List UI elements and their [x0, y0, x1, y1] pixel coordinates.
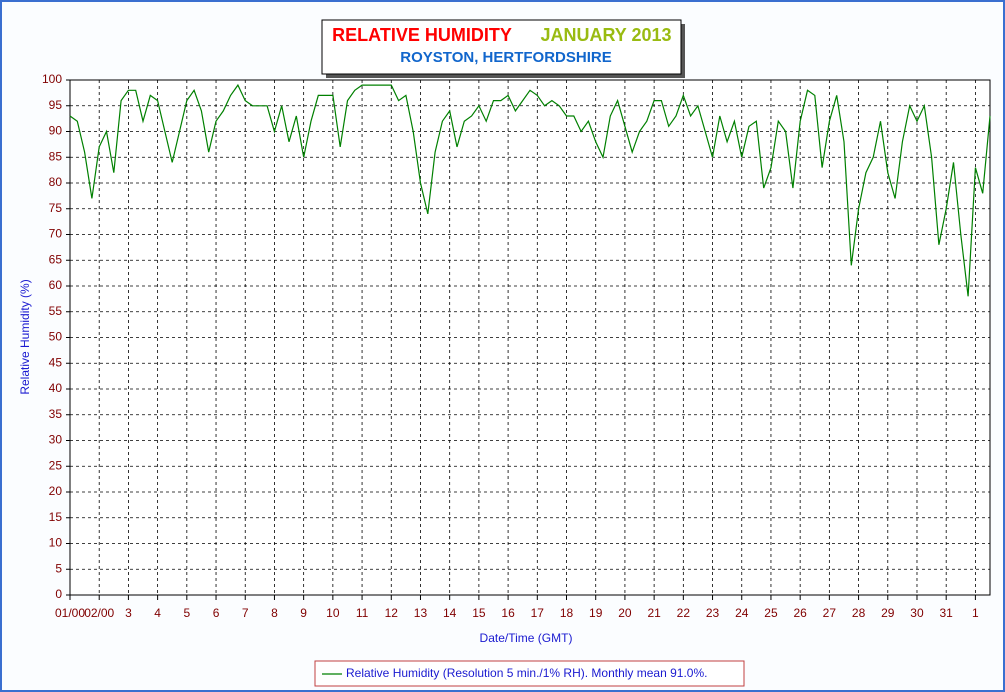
x-tick-label: 5	[183, 606, 190, 620]
chart-title-period: JANUARY 2013	[540, 25, 671, 45]
y-tick-label: 60	[49, 278, 63, 292]
y-tick-label: 15	[49, 510, 63, 524]
title-box	[321, 19, 682, 75]
humidity-line	[69, 83, 991, 297]
legend-box	[314, 660, 745, 687]
y-tick-label: 40	[49, 381, 63, 395]
y-tick-label: 65	[49, 252, 63, 266]
x-tick-label: 02/00	[84, 606, 114, 620]
x-tick-label: 31	[940, 606, 954, 620]
y-tick-label: 80	[49, 175, 63, 189]
y-tick-label: 10	[49, 536, 63, 550]
chart-subtitle: ROYSTON, HERTFORDSHIRE	[400, 49, 611, 66]
x-tick-label: 1	[972, 606, 979, 620]
x-tick-label: 12	[385, 606, 399, 620]
y-tick-label: 85	[49, 149, 63, 163]
x-tick-label: 4	[154, 606, 161, 620]
x-tick-label: 20	[618, 606, 632, 620]
y-tick-label: 5	[55, 561, 62, 575]
x-tick-label: 30	[910, 606, 924, 620]
x-tick-label: 22	[677, 606, 691, 620]
x-tick-label: 24	[735, 606, 749, 620]
y-tick-label: 90	[49, 124, 63, 138]
x-tick-label: 01/00	[55, 606, 85, 620]
plot-area	[69, 79, 991, 596]
x-tick-label: 8	[271, 606, 278, 620]
x-axis-label: Date/Time (GMT)	[480, 631, 573, 645]
x-tick-label: 9	[300, 606, 307, 620]
x-tick-label: 23	[706, 606, 720, 620]
x-tick-label: 13	[414, 606, 428, 620]
y-tick-label: 30	[49, 433, 63, 447]
y-tick-label: 35	[49, 407, 63, 421]
x-tick-label: 29	[881, 606, 895, 620]
x-tick-label: 25	[764, 606, 778, 620]
x-tick-label: 17	[531, 606, 545, 620]
x-tick-label: 7	[242, 606, 249, 620]
y-tick-label: 75	[49, 201, 63, 215]
y-tick-label: 0	[55, 587, 62, 601]
x-tick-label: 10	[326, 606, 340, 620]
x-tick-label: 15	[472, 606, 486, 620]
x-tick-label: 27	[823, 606, 837, 620]
y-tick-label: 70	[49, 227, 63, 241]
chart-title: RELATIVE HUMIDITY	[332, 25, 512, 45]
y-tick-label: 50	[49, 330, 63, 344]
x-tick-label: 16	[501, 606, 515, 620]
x-tick-label: 14	[443, 606, 457, 620]
x-tick-label: 19	[589, 606, 603, 620]
y-axis-label: Relative Humidity (%)	[18, 279, 32, 394]
x-tick-label: 21	[647, 606, 661, 620]
y-tick-label: 45	[49, 355, 63, 369]
y-tick-label: 95	[49, 98, 63, 112]
x-tick-label: 18	[560, 606, 574, 620]
x-tick-label: 28	[852, 606, 866, 620]
y-tick-label: 25	[49, 458, 63, 472]
y-tick-label: 20	[49, 484, 63, 498]
x-tick-label: 3	[125, 606, 132, 620]
y-tick-label: 55	[49, 304, 63, 318]
x-tick-label: 6	[213, 606, 220, 620]
legend-label: Relative Humidity (Resolution 5 min./1% …	[346, 666, 707, 680]
x-tick-label: 11	[356, 606, 369, 620]
x-tick-label: 26	[793, 606, 807, 620]
y-tick-label: 100	[42, 72, 62, 86]
